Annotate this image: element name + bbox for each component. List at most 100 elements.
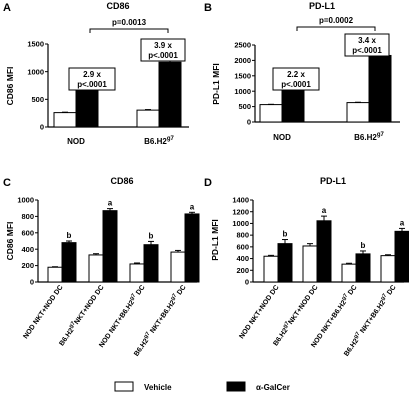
category-label-superscript: g7 [170, 293, 179, 302]
category-label-text: B6.H2 [343, 337, 360, 357]
panel-b: B PD-L1 PD-L1 MFI 0 500 1000 1500 2000 2500 NOD B6… [204, 1, 400, 142]
category-label-text: DC [134, 284, 147, 298]
category-label-superscript: g7 [282, 321, 291, 330]
category-label: B6.H2g7NKT+NOD DC [271, 283, 320, 347]
category-label-text: DC [346, 284, 359, 298]
annotation-text: 3.9 x [154, 41, 172, 50]
y-tick-label: 1500 [234, 71, 251, 80]
y-tick-label: 200 [236, 266, 249, 275]
category-label-superscript: g7 [143, 331, 152, 340]
category-label: B6.H2g7 [144, 136, 174, 146]
legend-label: α-GalCer [256, 383, 290, 392]
y-tick-label: 2500 [234, 41, 251, 50]
y-tick-label: 800 [21, 212, 34, 221]
galcer-bar [355, 253, 371, 283]
y-tick-label: 0 [245, 278, 249, 287]
significance-letter: b [283, 230, 288, 239]
y-tick-label: 1500 [27, 40, 44, 49]
y-tick-label: 1000 [234, 87, 251, 96]
y-tick-label: 500 [31, 95, 44, 104]
vehicle-bar [47, 266, 63, 283]
legend: Vehicle α-GalCer [114, 381, 290, 392]
significance-letter: a [400, 218, 405, 227]
galcer-bar [102, 210, 118, 283]
category-label-text: NOD NKT+B6.H2 [310, 299, 348, 349]
panel-title: PD-L1 [309, 1, 335, 11]
vehicle-bar [259, 104, 283, 123]
panel-c: C CD86 CD86 MFI 0 200 400 600 800 1000 b NOD NKT+N… [3, 176, 200, 358]
y-tick-label: 0 [247, 118, 251, 127]
panel-letter: C [3, 177, 11, 189]
y-tick-label: 2000 [234, 56, 251, 65]
galcer-bar [75, 83, 99, 128]
annotation-text: p<.0001 [281, 80, 311, 89]
category-label-superscript: g7 [377, 132, 385, 138]
y-tick-label: 1200 [232, 207, 249, 216]
significance-letter: b [361, 241, 366, 250]
vehicle-bar [129, 263, 145, 283]
category-label-text: NOD NKT+NOD DC [238, 284, 280, 340]
vehicle-bar [53, 112, 77, 128]
galcer-bar [143, 244, 159, 283]
annotation-text: 2.9 x [83, 70, 101, 79]
galcer-bar [368, 54, 392, 123]
annotation-text: p<.0001 [77, 80, 107, 89]
y-tick-label: 400 [21, 245, 34, 254]
panel-d: D PD-L1 PD-L1 MFI 0 200 400 600 800 1000 1200 1400… [204, 176, 409, 358]
category-label: NOD NKT+NOD DC [22, 284, 64, 340]
category-label: NOD NKT+NOD DC [238, 284, 280, 340]
category-label-text: NOD [273, 133, 291, 142]
galcer-bar [394, 230, 409, 283]
comparison-bracket [296, 26, 376, 31]
y-tick-label: 1000 [17, 196, 34, 205]
panel-a: A CD86 CD86 MFI 0 500 1000 1500 NOD B6.H2g7 2.9 x… [3, 1, 189, 146]
category-label-text: B6.H2 [58, 327, 75, 347]
category-label-superscript: g7 [353, 331, 362, 340]
y-tick-label: 1000 [27, 67, 44, 76]
panel-letter: D [204, 177, 212, 189]
category-label-text: B6.H2 [133, 337, 150, 357]
panel-letter: A [3, 2, 11, 14]
galcer-bar [158, 61, 182, 128]
annotation-text: 3.4 x [358, 36, 376, 45]
comparison-pvalue: p=0.0013 [112, 18, 147, 27]
galcer-bar [184, 213, 200, 283]
category-label-text: NOD NKT+NOD DC [22, 284, 64, 340]
category-label: NOD [67, 137, 85, 146]
annotation-box [68, 67, 116, 91]
vehicle-bar [341, 263, 357, 283]
category-label-text: NOD [67, 137, 85, 146]
y-axis-label: PD-L1 MFI [211, 63, 221, 105]
category-label-superscript: g7 [68, 321, 77, 330]
legend-label: Vehicle [144, 383, 172, 392]
vehicle-bar [346, 102, 370, 123]
y-axis-label: CD86 MFI [5, 222, 15, 261]
category-label-text: DC [385, 284, 398, 298]
annotation-box [272, 67, 320, 91]
y-tick-label: 0 [30, 278, 34, 287]
category-label: NOD NKT+B6.H2g7 DC [97, 283, 147, 349]
y-tick-label: 800 [236, 231, 249, 240]
galcer-bar [277, 243, 293, 283]
y-tick-label: 400 [236, 254, 249, 263]
significance-letter: b [149, 231, 154, 240]
significance-letter: a [322, 206, 327, 215]
category-label: B6.H2g7 [354, 132, 384, 142]
vehicle-bar [302, 245, 318, 283]
category-label-text: B6.H2 [354, 133, 377, 142]
panel-title: CD86 [106, 1, 129, 11]
annotation-text: p<.0001 [352, 46, 382, 55]
y-axis-label: PD-L1 MFI [210, 219, 220, 261]
vehicle-bar [263, 255, 279, 283]
category-label-text: NKT+B6.H2 [148, 299, 177, 336]
significance-letter: a [190, 202, 195, 211]
category-label: B6.H2g7NKT+NOD DC [57, 283, 106, 347]
y-tick-label: 1000 [232, 219, 249, 228]
comparison-bracket [89, 28, 169, 33]
annotation-text: 2.2 x [287, 70, 305, 79]
category-label-superscript: g7 [129, 293, 138, 302]
category-label-text: B6.H2 [144, 137, 167, 146]
annotation-box [344, 33, 390, 57]
category-label-text: B6.H2 [272, 327, 289, 347]
vehicle-bar [380, 255, 396, 283]
